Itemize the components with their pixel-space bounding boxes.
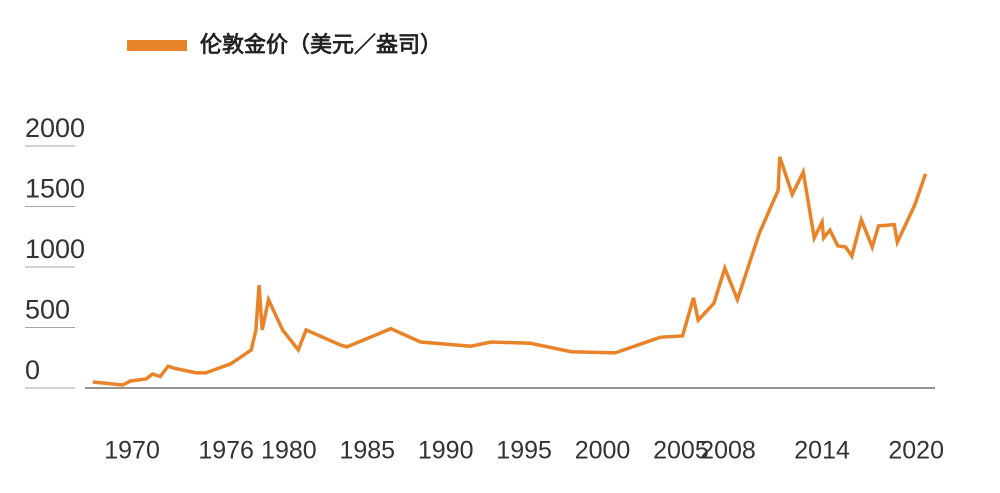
y-tick-label: 2000 [25,113,85,143]
x-tick-label: 1980 [261,437,317,465]
x-tick-label: 1990 [418,437,474,465]
x-tick-label: 1985 [339,437,395,465]
x-tick-label: 2020 [888,437,944,465]
x-tick-label: 2008 [700,437,756,465]
data-line [92,156,928,387]
legend-swatch [127,40,187,51]
legend-label: 伦敦金价（美元／盎司） [200,32,442,58]
y-tick-label: 0 [25,355,40,385]
x-tick-label: 1970 [104,437,160,465]
y-tick-label: 500 [25,295,70,325]
x-tick-label: 1976 [198,437,254,465]
x-tick-label: 2005 [653,437,709,465]
y-tick-label: 1000 [25,234,85,264]
x-tick-label: 1995 [496,437,552,465]
y-tick-label: 1500 [25,174,85,204]
x-tick-label: 2000 [575,437,631,465]
x-tick-label: 2014 [794,437,850,465]
